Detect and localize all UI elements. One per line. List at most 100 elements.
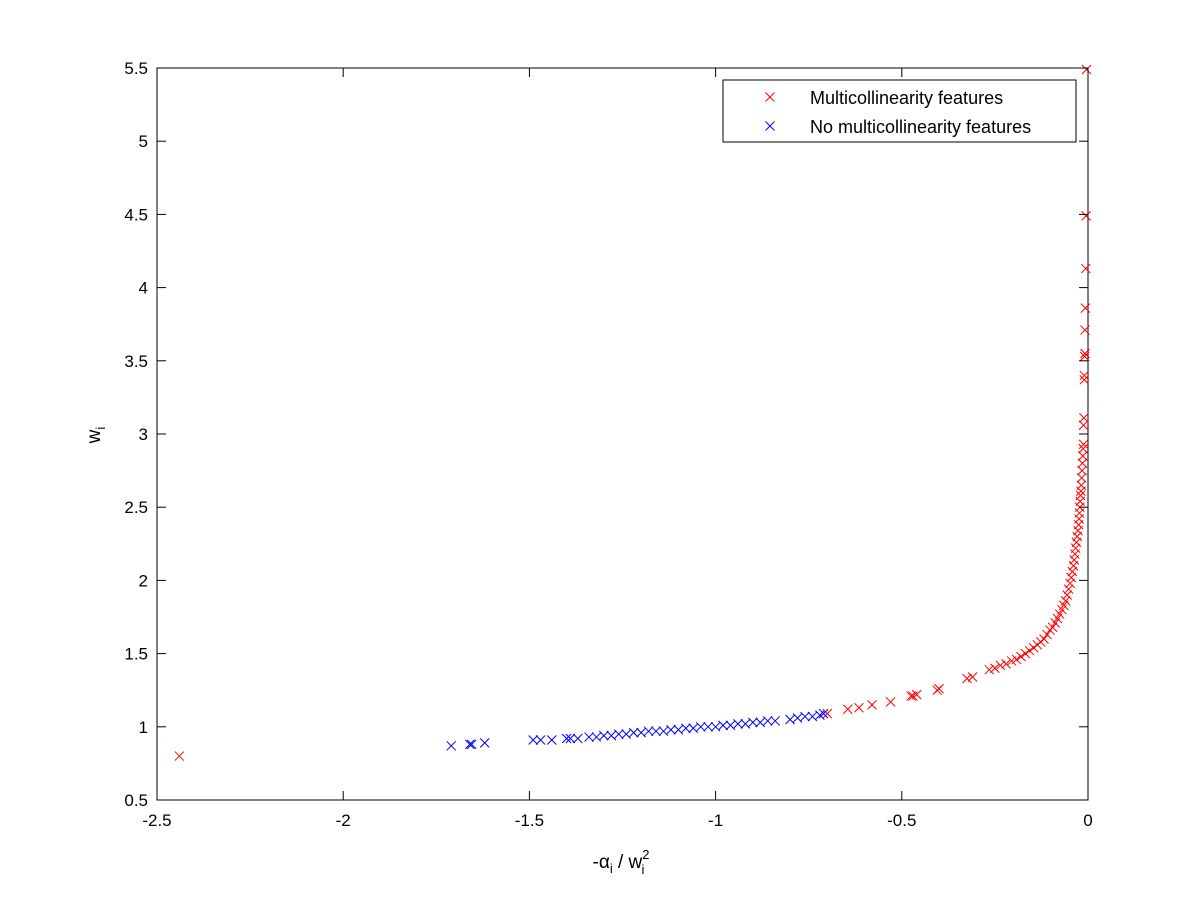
x-tick-label: -2 — [336, 811, 351, 830]
point-multicollinearity — [962, 673, 972, 684]
legend-box — [722, 79, 1077, 143]
y-tick-label: 2 — [139, 571, 148, 590]
point-multicollinearity — [995, 660, 1006, 671]
point-no-multicollinearity — [747, 717, 758, 728]
y-tick-label: 1 — [139, 718, 148, 737]
point-multicollinearity — [1077, 451, 1088, 461]
x-tick-label: -1 — [708, 811, 723, 830]
y-tick-label: 4 — [139, 279, 148, 298]
legend-marker-no-multicollinearity — [765, 121, 775, 131]
axis-ticks: -2.5 -2 -1.5 -1 -0.5 0 0.5 1 1.5 2 2.5 3 3.5 4 4.5 5 5.5 — [124, 59, 1092, 830]
x-tick-label: 0 — [1083, 811, 1092, 830]
point-multicollinearity — [1077, 458, 1088, 469]
point-multicollinearity — [1006, 656, 1017, 666]
point-no-multicollinearity — [572, 733, 583, 744]
data-points — [174, 64, 1092, 761]
point-multicollinearity — [1079, 351, 1090, 362]
point-no-multicollinearity — [613, 729, 624, 739]
point-multicollinearity — [1050, 618, 1061, 628]
point-multicollinearity — [1079, 374, 1090, 385]
point-no-multicollinearity — [680, 723, 691, 734]
point-no-multicollinearity — [599, 730, 609, 741]
point-no-multicollinearity — [666, 724, 676, 735]
point-multicollinearity — [967, 672, 978, 682]
point-multicollinearity — [1042, 629, 1052, 640]
point-no-multicollinearity — [815, 710, 825, 720]
point-multicollinearity — [1078, 420, 1089, 431]
point-no-multicollinearity — [643, 726, 654, 737]
point-no-multicollinearity — [466, 739, 477, 750]
point-multicollinearity — [1080, 325, 1090, 335]
point-multicollinearity — [1001, 658, 1011, 669]
y-tick-label: 3 — [139, 425, 148, 444]
y-tick-label: 0.5 — [124, 791, 148, 810]
point-multicollinearity — [1062, 590, 1072, 600]
point-no-multicollinearity — [733, 719, 743, 729]
legend-marker-multicollinearity — [765, 92, 775, 102]
point-multicollinearity — [867, 699, 877, 710]
point-no-multicollinearity — [535, 735, 546, 745]
point-multicollinearity — [1076, 473, 1087, 483]
point-no-multicollinearity — [703, 721, 714, 732]
y-tick-label: 1.5 — [124, 645, 148, 664]
y-tick-label: 4.5 — [124, 205, 148, 224]
point-multicollinearity — [1066, 572, 1077, 583]
point-no-multicollinearity — [446, 740, 457, 751]
point-multicollinearity — [1065, 578, 1075, 589]
point-multicollinearity — [1078, 439, 1089, 450]
point-no-multicollinearity — [584, 732, 594, 742]
point-multicollinearity — [174, 751, 185, 761]
point-multicollinearity — [1081, 211, 1091, 221]
legend: Multicollinearity features No multicolli… — [722, 79, 1077, 143]
point-multicollinearity — [911, 689, 922, 700]
legend-label-no-multicollinearity: No multicollinearity features — [810, 117, 1031, 137]
point-multicollinearity — [990, 663, 1000, 674]
x-tick-label: -1.5 — [515, 811, 544, 830]
y-tick-label: 2.5 — [124, 498, 148, 517]
legend-x-marker — [765, 121, 775, 131]
point-no-multicollinearity — [628, 727, 639, 738]
point-no-multicollinearity — [800, 711, 810, 722]
x-tick-label: -0.5 — [887, 811, 916, 830]
point-no-multicollinearity — [695, 721, 706, 732]
point-multicollinearity — [1076, 486, 1086, 496]
point-no-multicollinearity — [479, 738, 490, 748]
legend-label-multicollinearity: Multicollinearity features — [810, 88, 1003, 108]
y-tick-label: 5 — [139, 132, 148, 151]
point-multicollinearity — [932, 685, 943, 696]
point-multicollinearity — [908, 691, 918, 701]
point-multicollinearity — [984, 664, 995, 675]
point-multicollinearity — [1020, 648, 1031, 659]
point-multicollinearity — [1079, 413, 1089, 423]
point-multicollinearity — [1079, 370, 1090, 381]
point-multicollinearity — [1078, 443, 1089, 454]
point-no-multicollinearity — [651, 726, 661, 737]
point-multicollinearity — [1081, 64, 1092, 75]
point-multicollinearity — [1028, 642, 1039, 653]
point-multicollinearity — [1080, 263, 1091, 274]
y-tick-label: 3.5 — [124, 352, 148, 371]
point-multicollinearity — [1067, 566, 1078, 577]
point-no-multicollinearity — [565, 733, 576, 744]
legend-x-marker — [765, 92, 775, 102]
point-no-multicollinearity — [561, 733, 572, 744]
x-axis-label: -αi / w2 i — [593, 847, 650, 877]
point-multicollinearity — [906, 691, 916, 701]
point-multicollinearity — [1063, 584, 1074, 595]
point-multicollinearity — [1080, 348, 1090, 359]
point-multicollinearity — [1068, 560, 1079, 571]
point-no-multicollinearity — [464, 739, 475, 750]
y-axis-label: wi — [84, 427, 108, 445]
point-multicollinearity — [1016, 651, 1026, 662]
point-no-multicollinearity — [528, 735, 538, 745]
x-tick-label: -2.5 — [142, 811, 171, 830]
point-multicollinearity — [854, 702, 864, 713]
point-no-multicollinearity — [546, 735, 557, 745]
y-tick-label: 5.5 — [124, 59, 148, 78]
point-multicollinearity — [1080, 303, 1091, 313]
point-multicollinearity — [1045, 625, 1055, 636]
point-multicollinearity — [1077, 465, 1087, 476]
point-multicollinearity — [885, 697, 896, 707]
